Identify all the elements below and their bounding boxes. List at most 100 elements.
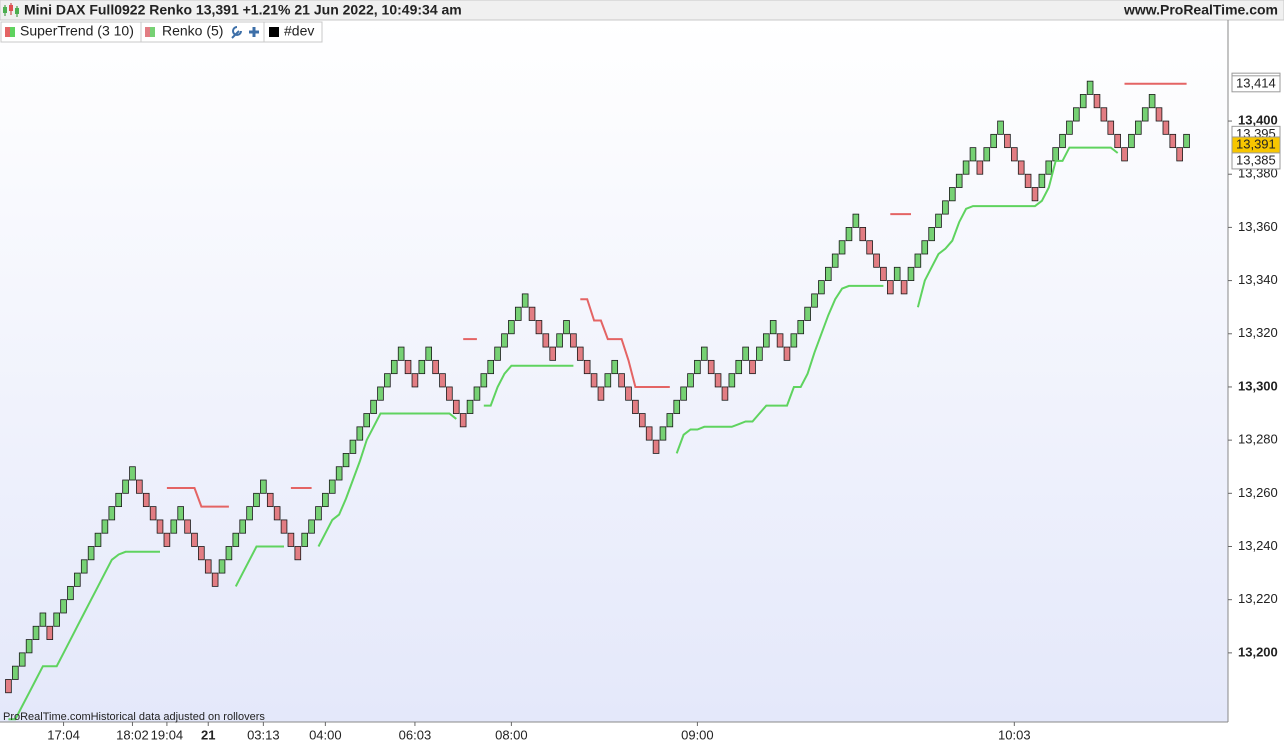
y-tick-label: 13,300 [1238, 378, 1278, 393]
settings-icon[interactable] [231, 26, 242, 39]
renko-brick [825, 266, 832, 281]
renko-brick [501, 333, 508, 348]
renko-brick [707, 359, 715, 375]
renko-brick [60, 599, 67, 614]
renko-brick [776, 333, 784, 348]
renko-brick [459, 413, 467, 428]
renko-brick [266, 492, 274, 508]
renko-brick [831, 253, 839, 268]
renko-brick [232, 532, 240, 547]
renko-brick [659, 426, 667, 441]
y-tick-label: 13,200 [1238, 644, 1278, 659]
renko-brick [349, 439, 357, 454]
renko-brick [735, 359, 743, 375]
renko-brick [818, 280, 825, 295]
renko-brick [397, 346, 405, 361]
supertrend-line [317, 412, 457, 547]
renko-brick [1100, 107, 1108, 122]
renko-brick [1121, 147, 1128, 162]
source-link[interactable]: www.ProRealTime.com [1123, 2, 1278, 18]
renko-brick [1045, 160, 1053, 175]
renko-brick [370, 399, 377, 414]
renko-brick [900, 280, 908, 295]
renko-brick [280, 519, 288, 534]
renko-brick [439, 373, 446, 388]
renko-brick [335, 466, 343, 481]
renko-brick [714, 373, 722, 388]
y-tick-label: 13,360 [1238, 219, 1278, 234]
renko-brick [156, 519, 164, 534]
legend-label: Renko (5) [162, 23, 223, 39]
x-tick-label: 08:00 [495, 727, 528, 742]
y-tick-label: 13,400 [1238, 112, 1278, 127]
renko-brick [5, 679, 12, 694]
renko-brick [115, 492, 122, 508]
title-bar [0, 0, 1284, 21]
y-tick-label: 13,320 [1238, 325, 1278, 340]
supertrend-line [675, 284, 884, 454]
renko-brick [955, 173, 963, 188]
renko-brick [1176, 147, 1183, 162]
x-tick-label: 19:04 [151, 727, 184, 742]
chart-title: Mini DAX Full0922 Renko 13,391 +1.21% 21… [24, 2, 462, 18]
renko-brick [446, 386, 453, 401]
renko-brick [604, 373, 612, 388]
renko-brick [1141, 107, 1149, 122]
renko-brick [149, 506, 157, 521]
renko-brick [1031, 187, 1039, 202]
legend-label: #dev [284, 23, 314, 39]
renko-brick [749, 359, 756, 375]
renko-brick [742, 346, 749, 361]
renko-brick [342, 453, 350, 468]
renko-brick [976, 160, 984, 175]
renko-brick [1135, 120, 1142, 135]
renko-brick [315, 506, 322, 521]
renko-brick [411, 373, 419, 388]
renko-brick [163, 532, 171, 547]
renko-brick [638, 413, 646, 428]
renko-brick [632, 399, 639, 414]
renko-brick [466, 399, 474, 414]
renko-brick [1052, 147, 1059, 162]
renko-brick [769, 320, 777, 335]
renko-brick [1086, 80, 1094, 95]
renko-brick [1128, 133, 1135, 149]
renko-brick [211, 572, 219, 587]
renko-brick [122, 479, 129, 494]
supertrend-line [483, 364, 574, 407]
renko-brick [204, 559, 212, 574]
renko-brick [473, 386, 481, 401]
add-icon[interactable] [249, 27, 259, 37]
renko-brick [404, 359, 412, 375]
renko-brick [756, 346, 763, 361]
renko-brick [1079, 94, 1087, 109]
renko-brick [921, 240, 929, 255]
renko-brick [590, 373, 598, 388]
renko-brick [1073, 107, 1080, 122]
renko-brick [494, 346, 501, 361]
renko-brick [1148, 94, 1156, 109]
x-tick-label: 06:03 [399, 727, 432, 742]
renko-brick [887, 280, 894, 295]
renko-brick [763, 333, 770, 348]
title-icon [3, 3, 19, 17]
renko-brick [652, 439, 660, 454]
renko-brick [907, 266, 915, 281]
renko-brick [563, 320, 570, 335]
renko-brick [859, 227, 867, 242]
renko-brick [80, 559, 88, 574]
renko-brick [12, 665, 19, 680]
renko-brick [129, 466, 136, 481]
legend-swatch [10, 27, 15, 37]
renko-brick [645, 426, 653, 441]
renko-brick [990, 133, 997, 149]
renko-brick [363, 413, 370, 428]
renko-brick [142, 492, 150, 508]
renko-brick [1162, 120, 1170, 135]
x-tick-label: 21 [201, 727, 215, 742]
renko-brick [811, 293, 818, 308]
price-tag [1231, 152, 1281, 170]
renko-brick [377, 386, 384, 401]
renko-brick [1093, 94, 1101, 109]
